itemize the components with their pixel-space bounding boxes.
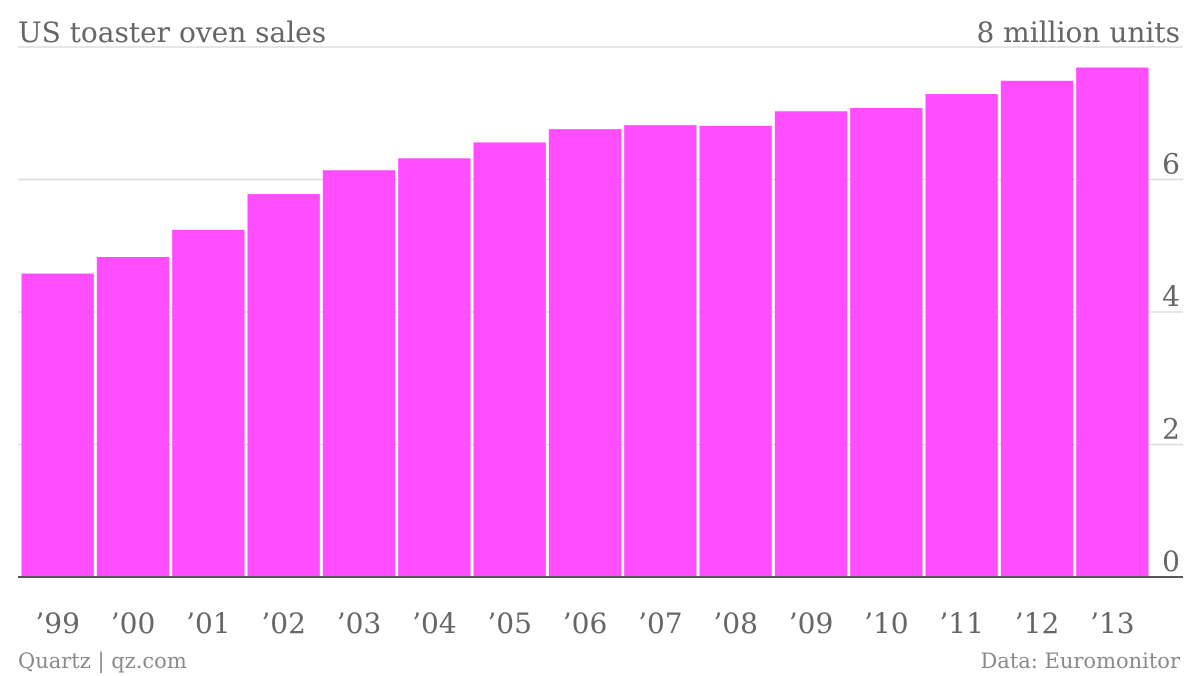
bar bbox=[21, 273, 94, 577]
data-source: Data: Euromonitor bbox=[980, 649, 1180, 673]
x-tick-label: ’13 bbox=[1090, 607, 1135, 640]
x-tick-label: ’04 bbox=[412, 607, 457, 640]
bar bbox=[699, 125, 772, 578]
bar bbox=[96, 257, 170, 577]
x-tick-label: ’07 bbox=[638, 607, 683, 640]
bar bbox=[925, 94, 998, 577]
bar bbox=[398, 158, 471, 578]
bar bbox=[247, 194, 320, 577]
bar bbox=[1000, 80, 1074, 577]
unit-label: 8 million units bbox=[976, 16, 1180, 49]
x-tick-label: ’01 bbox=[186, 607, 231, 640]
y-tick-label: 0 bbox=[1162, 545, 1180, 578]
y-tick-label: 6 bbox=[1162, 148, 1180, 181]
x-tick-label: ’12 bbox=[1015, 607, 1060, 640]
x-tick-label: ’06 bbox=[563, 607, 608, 640]
chart-title: US toaster oven sales bbox=[18, 16, 326, 49]
bar bbox=[774, 111, 848, 577]
x-axis-ticks: ’99 ’00 ’01 ’02 ’03 ’04 ’05 ’06 ’07 ’08 ’09 ’10 ’11 ’… bbox=[35, 607, 1134, 640]
source-credit: Quartz | qz.com bbox=[18, 649, 187, 674]
bar bbox=[624, 125, 697, 578]
bar bbox=[172, 229, 245, 577]
x-tick-label: ’02 bbox=[261, 607, 306, 640]
x-tick-label: ’08 bbox=[713, 607, 758, 640]
bar bbox=[473, 142, 546, 577]
bar bbox=[548, 129, 622, 577]
x-tick-label: ’05 bbox=[487, 607, 532, 640]
x-tick-label: ’10 bbox=[864, 607, 909, 640]
x-tick-label: ’09 bbox=[789, 607, 834, 640]
bars bbox=[21, 67, 1149, 578]
bar bbox=[1076, 67, 1149, 577]
bar bbox=[850, 107, 923, 577]
x-tick-label: ’11 bbox=[939, 607, 984, 640]
x-tick-label: ’99 bbox=[35, 607, 80, 640]
y-tick-label: 4 bbox=[1162, 280, 1180, 313]
x-tick-label: ’03 bbox=[337, 607, 382, 640]
y-axis-ticks: 0 2 4 6 bbox=[1162, 148, 1180, 579]
y-tick-label: 2 bbox=[1162, 413, 1180, 446]
x-tick-label: ’00 bbox=[111, 607, 156, 640]
bar bbox=[322, 170, 396, 577]
